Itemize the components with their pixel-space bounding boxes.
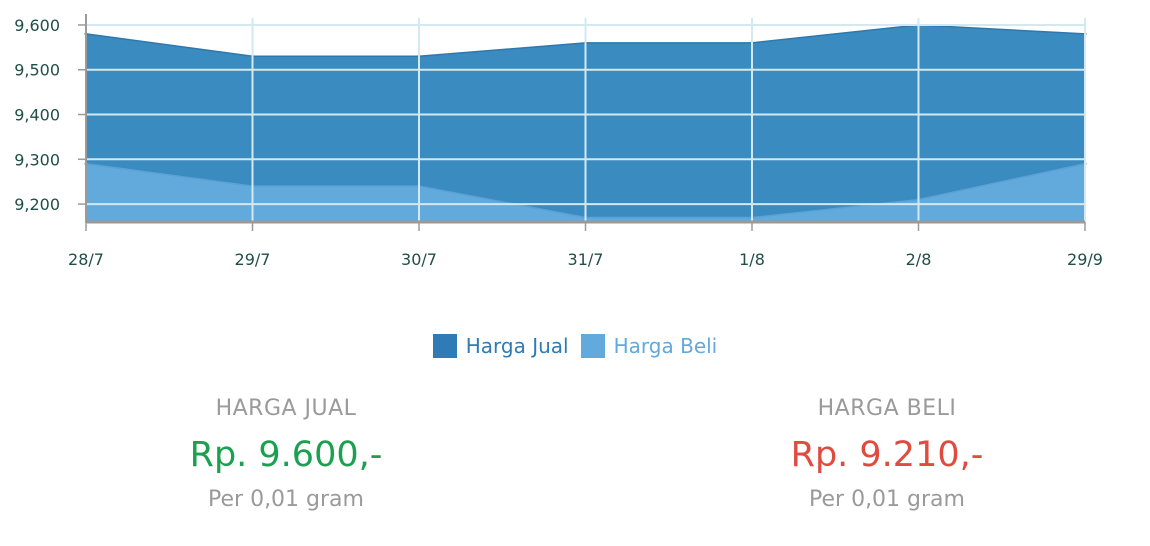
harga-jual-label: HARGA JUAL: [215, 396, 357, 421]
y-tick-label: 9,500: [14, 61, 60, 80]
y-tick-label: 9,400: [14, 106, 60, 125]
chart-legend: Harga Jual Harga Beli: [0, 334, 1150, 358]
x-tick-label: 1/8: [739, 250, 765, 269]
y-tick-label: 9,300: [14, 150, 60, 169]
x-tick-label: 29/9: [1067, 250, 1103, 269]
x-tick-label: 31/7: [568, 250, 604, 269]
legend-label-harga-beli: Harga Beli: [613, 334, 718, 358]
harga-jual-price: Rp. 9.600,-: [189, 435, 383, 475]
legend-swatch-harga-beli: [580, 334, 605, 358]
x-tick-label: 2/8: [906, 250, 932, 269]
legend-item-harga-jual[interactable]: Harga Jual: [432, 334, 569, 358]
legend-item-harga-beli[interactable]: Harga Beli: [580, 334, 718, 358]
y-tick-label: 9,600: [14, 16, 60, 35]
legend-swatch-harga-jual: [432, 334, 457, 358]
x-tick-label: 30/7: [401, 250, 437, 269]
x-tick-label: 28/7: [68, 250, 104, 269]
y-tick-label: 9,200: [14, 195, 60, 214]
series-area-harga-beli: [86, 163, 1085, 222]
harga-jual-unit: Per 0,01 gram: [208, 487, 364, 512]
harga-beli-panel: HARGA BELI Rp. 9.210,- Per 0,01 gram: [707, 396, 1067, 512]
x-tick-label: 29/7: [235, 250, 271, 269]
harga-beli-unit: Per 0,01 gram: [809, 487, 965, 512]
price-area-chart: 9,600 9,500 9,400 9,300 9,200 28/7 29/7 30/7 31/…: [14, 14, 1103, 269]
harga-beli-price: Rp. 9.210,-: [790, 435, 984, 475]
legend-label-harga-jual: Harga Jual: [465, 334, 569, 358]
harga-jual-panel: HARGA JUAL Rp. 9.600,- Per 0,01 gram: [106, 396, 466, 512]
harga-beli-label: HARGA BELI: [817, 396, 957, 421]
